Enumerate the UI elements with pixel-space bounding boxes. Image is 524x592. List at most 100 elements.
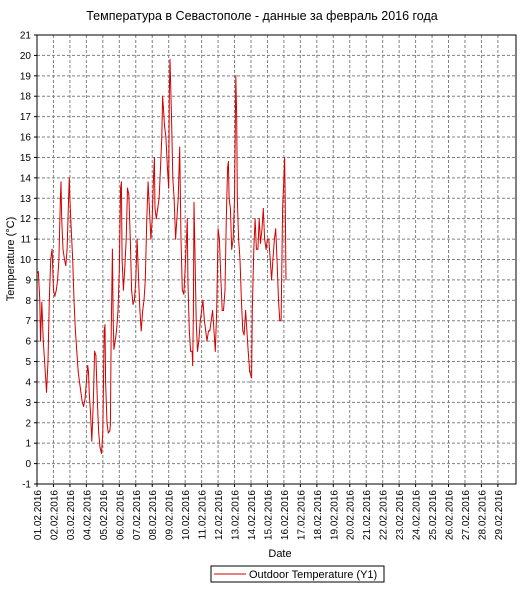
- data-point: [83, 405, 85, 407]
- data-point: [175, 238, 177, 240]
- data-point: [251, 310, 253, 311]
- data-point: [224, 289, 226, 291]
- data-point: [77, 371, 79, 373]
- data-point: [235, 75, 237, 77]
- x-tick-label: 06.02.2016: [115, 490, 126, 540]
- data-point: [191, 350, 193, 352]
- data-point: [199, 320, 201, 322]
- legend-label: Outdoor Temperature (Y1): [249, 569, 377, 581]
- data-point: [201, 310, 203, 311]
- data-point: [117, 310, 119, 311]
- data-point: [214, 350, 216, 352]
- x-tick-label: 17.02.2016: [296, 490, 307, 540]
- data-point: [177, 197, 179, 199]
- data-point: [124, 269, 126, 271]
- data-point: [74, 330, 76, 332]
- data-point: [88, 391, 90, 393]
- data-point: [120, 181, 122, 183]
- data-point: [36, 273, 38, 275]
- x-tick-label: 13.02.2016: [231, 490, 242, 540]
- data-point: [227, 161, 229, 162]
- data-point: [184, 269, 186, 271]
- data-point: [54, 295, 56, 297]
- data-point: [258, 218, 260, 220]
- data-point: [51, 248, 53, 250]
- data-point: [194, 238, 196, 240]
- data-point: [114, 340, 116, 342]
- data-point: [168, 187, 170, 189]
- data-point: [158, 197, 160, 199]
- data-point: [218, 238, 220, 240]
- y-tick-label: 14: [20, 173, 32, 184]
- legend: Outdoor Temperature (Y1): [210, 565, 385, 583]
- x-axis-label: Date: [268, 548, 291, 560]
- data-point: [249, 371, 251, 373]
- y-tick-label: 12: [20, 214, 32, 225]
- data-point: [168, 95, 170, 97]
- data-point: [127, 187, 128, 189]
- data-point: [257, 248, 259, 250]
- y-axis-label: Temperature (°C): [5, 217, 17, 301]
- data-point: [160, 167, 161, 169]
- data-point: [172, 177, 174, 179]
- data-point: [138, 279, 140, 281]
- x-tick-label: 27.02.2016: [461, 490, 472, 540]
- y-tick-label: 17: [20, 112, 32, 123]
- data-point: [239, 259, 241, 260]
- data-point: [140, 330, 142, 332]
- data-point: [180, 238, 182, 240]
- data-point: [118, 269, 120, 271]
- data-point: [121, 259, 123, 260]
- data-point: [106, 422, 108, 424]
- data-point: [139, 310, 141, 311]
- data-point: [109, 430, 111, 432]
- data-point: [81, 401, 83, 403]
- data-point: [111, 248, 113, 250]
- data-point: [65, 265, 67, 267]
- x-tick-label: 16.02.2016: [280, 490, 291, 540]
- data-point: [92, 401, 94, 403]
- data-point: [187, 279, 189, 281]
- data-point: [208, 330, 209, 332]
- series-line-outdoor-temperature: [36, 59, 287, 454]
- x-tick-label: 26.02.2016: [445, 490, 456, 540]
- data-point: [103, 330, 105, 332]
- data-point: [125, 238, 127, 240]
- data-point: [183, 293, 185, 295]
- x-tick-label: 07.02.2016: [132, 490, 143, 540]
- data-point: [110, 340, 112, 342]
- y-tick-label: 15: [20, 153, 32, 164]
- data-point: [231, 248, 233, 250]
- data-point: [176, 218, 178, 220]
- y-tick-label: 7: [25, 316, 31, 327]
- data-point: [164, 126, 166, 128]
- data-point: [39, 299, 41, 301]
- data-point: [98, 432, 100, 434]
- data-point: [87, 365, 89, 367]
- data-point: [236, 197, 238, 199]
- chart-title: Температура в Севастополе - данные за фе…: [86, 9, 438, 23]
- x-tick-label: 21.02.2016: [362, 490, 373, 540]
- data-point: [105, 381, 107, 383]
- data-point: [128, 193, 130, 195]
- data-point: [246, 330, 248, 332]
- data-point: [260, 242, 261, 244]
- data-point: [73, 299, 75, 301]
- data-point: [109, 424, 111, 426]
- data-point: [129, 238, 131, 240]
- data-point: [195, 320, 197, 322]
- x-tick-label: 25.02.2016: [428, 490, 439, 540]
- data-point: [192, 310, 194, 311]
- data-point: [88, 371, 89, 373]
- data-point: [102, 432, 104, 434]
- data-point: [240, 299, 242, 301]
- y-tick-label: 4: [25, 377, 31, 388]
- data-point: [212, 310, 214, 311]
- y-tick-label: 18: [20, 92, 32, 103]
- data-point: [99, 446, 101, 448]
- data-point: [135, 279, 137, 281]
- y-tick-label: -1: [22, 480, 31, 491]
- data-point: [279, 320, 281, 322]
- data-point: [144, 279, 146, 281]
- data-point: [133, 299, 135, 301]
